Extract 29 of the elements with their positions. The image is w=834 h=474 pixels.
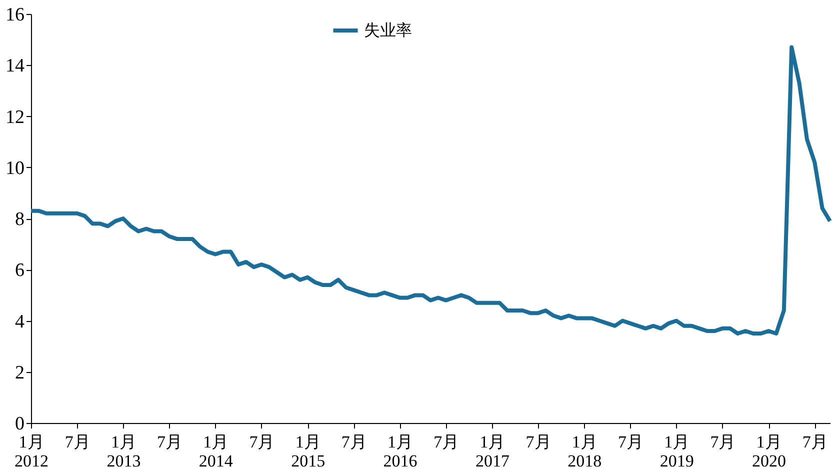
x-tick-label: 1月 2017 bbox=[475, 432, 510, 470]
x-tick-label: 7月 bbox=[157, 432, 183, 452]
x-tick-label: 1月 2014 bbox=[198, 432, 234, 470]
legend-label: 失业率 bbox=[364, 20, 412, 40]
x-tick-label: 7月 bbox=[249, 432, 275, 452]
x-tick-label: 7月 bbox=[526, 432, 552, 452]
x-tick-label: 7月 bbox=[618, 432, 644, 452]
y-tick-label: 10 bbox=[6, 158, 24, 179]
x-tick-label: 1月 2020 bbox=[752, 432, 786, 470]
x-tick-label: 7月 bbox=[434, 432, 460, 452]
x-tick-label: 7月 bbox=[710, 432, 736, 452]
x-tick-label: 7月 bbox=[802, 432, 828, 452]
y-tick-label: 16 bbox=[6, 4, 24, 26]
x-tick-label: 1月 2013 bbox=[106, 432, 141, 470]
y-tick-label: 8 bbox=[15, 209, 24, 230]
x-tick-label: 7月 bbox=[64, 432, 90, 452]
y-tick-label: 14 bbox=[6, 56, 25, 77]
x-tick-label: 1月 2015 bbox=[291, 432, 326, 470]
y-tick-label: 12 bbox=[6, 106, 24, 128]
x-tick-label: 1月 2018 bbox=[568, 432, 602, 470]
x-tick-label: 1月 2016 bbox=[383, 432, 418, 470]
y-tick-label: 0 bbox=[15, 414, 24, 434]
x-tick-label: 7月 bbox=[341, 432, 367, 452]
y-tick-label: 4 bbox=[15, 311, 25, 332]
y-tick-label: 2 bbox=[15, 362, 24, 384]
x-tick-label: 1月 2019 bbox=[660, 432, 694, 470]
y-tick-label: 6 bbox=[15, 260, 24, 282]
x-tick-label: 1月 2012 bbox=[14, 432, 48, 470]
line-series bbox=[29, 45, 832, 336]
